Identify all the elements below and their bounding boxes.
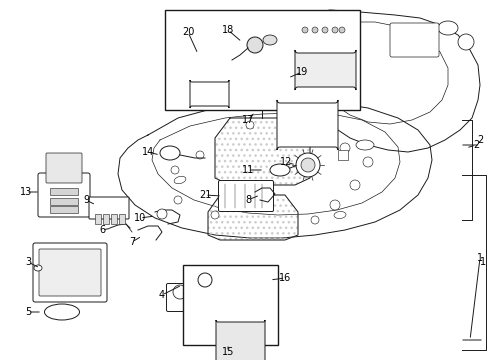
FancyBboxPatch shape [276,100,337,150]
FancyBboxPatch shape [216,320,264,360]
Circle shape [362,157,372,167]
Circle shape [173,285,186,299]
Ellipse shape [263,35,276,45]
Bar [337,150,347,160]
Text: 13: 13 [20,187,32,197]
Text: 20: 20 [182,27,194,37]
Bar [183,265,278,345]
Text: 17: 17 [242,115,254,125]
Text: 4: 4 [159,290,165,300]
Circle shape [198,273,212,287]
Text: 8: 8 [244,195,250,205]
Text: 5: 5 [25,307,31,317]
FancyBboxPatch shape [89,197,129,219]
FancyBboxPatch shape [190,80,228,108]
Ellipse shape [269,164,289,176]
Text: 14: 14 [142,147,154,157]
Circle shape [174,196,182,204]
Circle shape [245,121,253,129]
Circle shape [338,27,345,33]
Text: 11: 11 [242,165,254,175]
Text: 10: 10 [134,213,146,223]
Bar [50,206,78,213]
FancyBboxPatch shape [389,23,438,57]
Ellipse shape [34,265,42,271]
Text: 16: 16 [278,273,290,283]
Text: 2: 2 [472,140,478,150]
Circle shape [457,34,473,50]
Circle shape [171,166,179,174]
Circle shape [329,200,339,210]
Circle shape [196,151,203,159]
Circle shape [321,27,327,33]
Text: 21: 21 [199,190,211,200]
Circle shape [157,209,167,219]
FancyBboxPatch shape [294,50,355,90]
Text: 7: 7 [129,237,135,247]
Circle shape [210,211,219,219]
FancyBboxPatch shape [46,153,82,183]
Bar [119,214,125,224]
Bar [164,10,359,110]
Text: 9: 9 [83,195,89,205]
Ellipse shape [333,211,346,219]
Text: 3: 3 [25,257,31,267]
Ellipse shape [355,140,373,150]
Bar [111,214,117,224]
Ellipse shape [160,146,180,160]
Circle shape [311,27,317,33]
Bar [103,214,109,224]
Circle shape [301,158,314,172]
Circle shape [246,37,263,53]
Ellipse shape [437,21,457,35]
Bar [50,188,78,195]
Bar [50,198,78,205]
Bar [95,214,101,224]
FancyBboxPatch shape [38,173,90,217]
Text: 15: 15 [222,347,234,357]
FancyBboxPatch shape [39,249,101,296]
Circle shape [339,143,349,153]
Ellipse shape [44,304,80,320]
Circle shape [310,216,318,224]
Circle shape [297,121,305,129]
Text: 2: 2 [476,135,482,145]
Circle shape [295,153,319,177]
Circle shape [349,180,359,190]
Circle shape [302,27,307,33]
Circle shape [331,27,337,33]
FancyBboxPatch shape [166,284,197,311]
Text: 1: 1 [479,257,485,267]
Text: 18: 18 [222,25,234,35]
Text: 19: 19 [295,67,307,77]
Ellipse shape [323,126,336,134]
Text: 12: 12 [279,157,292,167]
Text: 6: 6 [99,225,105,235]
Ellipse shape [174,176,185,184]
FancyBboxPatch shape [33,243,107,302]
Text: 1: 1 [476,253,482,263]
FancyBboxPatch shape [218,180,273,212]
